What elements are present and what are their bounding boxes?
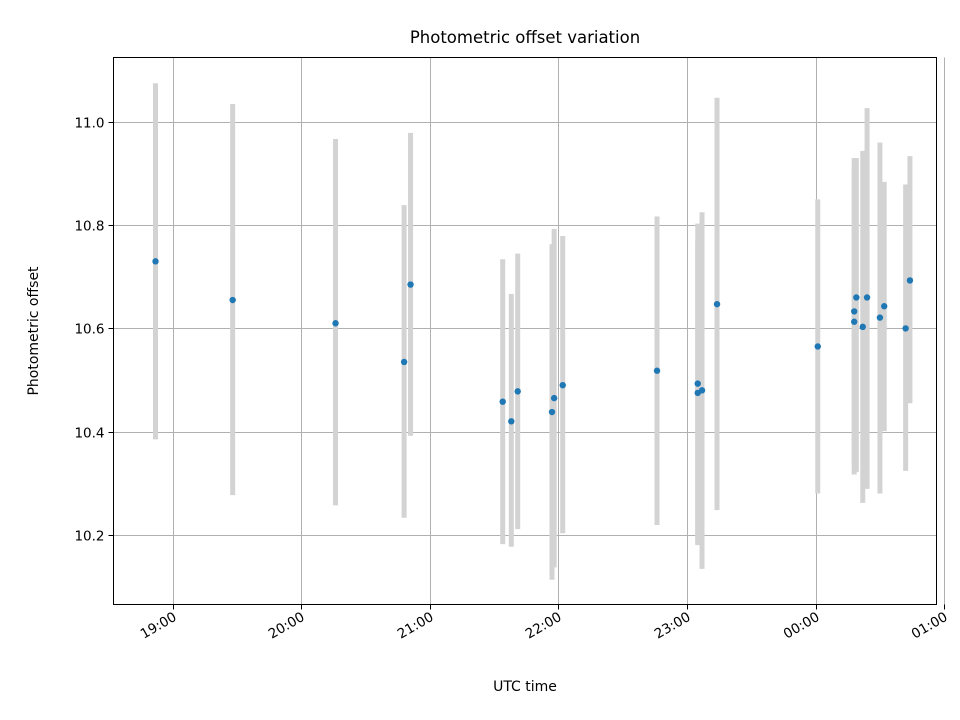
data-point	[514, 388, 521, 395]
x-tick-label: 00:00	[781, 609, 823, 642]
data-point	[698, 387, 706, 394]
y-axis-label: Photometric offset	[26, 266, 42, 396]
data-point	[152, 258, 159, 265]
x-tick-label: 20:00	[266, 609, 308, 642]
data-point	[851, 318, 858, 325]
y-axis-ticks: 10.2 10.4 10.6 10.8 11.0	[74, 116, 114, 545]
data-point	[332, 320, 339, 327]
x-tick-label: 21:00	[395, 609, 437, 642]
data-point	[863, 294, 871, 301]
data-point	[407, 281, 414, 288]
y-tick-label: 10.2	[74, 529, 104, 545]
data-point	[653, 367, 661, 374]
data-point	[229, 296, 236, 304]
data-point	[400, 358, 408, 366]
data-point	[859, 323, 866, 331]
x-tick-label: 01:00	[909, 609, 951, 642]
data-point	[550, 394, 558, 402]
x-axis-label: UTC time	[493, 679, 557, 695]
data-point	[876, 314, 884, 321]
y-tick-label: 11.0	[74, 116, 104, 132]
data-point	[499, 398, 506, 405]
data-point	[559, 381, 566, 389]
error-bars	[153, 83, 913, 580]
data-point	[906, 277, 914, 284]
x-tick-label: 19:00	[138, 609, 180, 642]
data-point	[694, 380, 701, 387]
plot-frame	[113, 57, 937, 605]
data-point	[508, 418, 515, 425]
data-point	[814, 343, 821, 350]
y-tick-label: 10.6	[74, 322, 104, 338]
data-point	[902, 325, 909, 332]
x-tick-label: 22:00	[523, 609, 565, 642]
data-points	[152, 258, 914, 425]
data-point	[851, 308, 858, 315]
x-tick-label: 23:00	[652, 609, 694, 642]
x-axis-ticks: 19:00 20:00 21:00 22:00 23:00 00:00 01:00	[138, 604, 951, 642]
data-point	[853, 294, 860, 301]
data-point	[713, 300, 721, 308]
data-point	[548, 408, 556, 416]
data-point	[881, 303, 888, 310]
chart-title: Photometric offset variation	[410, 28, 640, 47]
y-tick-label: 10.4	[74, 426, 104, 442]
y-tick-label: 10.8	[74, 219, 104, 235]
